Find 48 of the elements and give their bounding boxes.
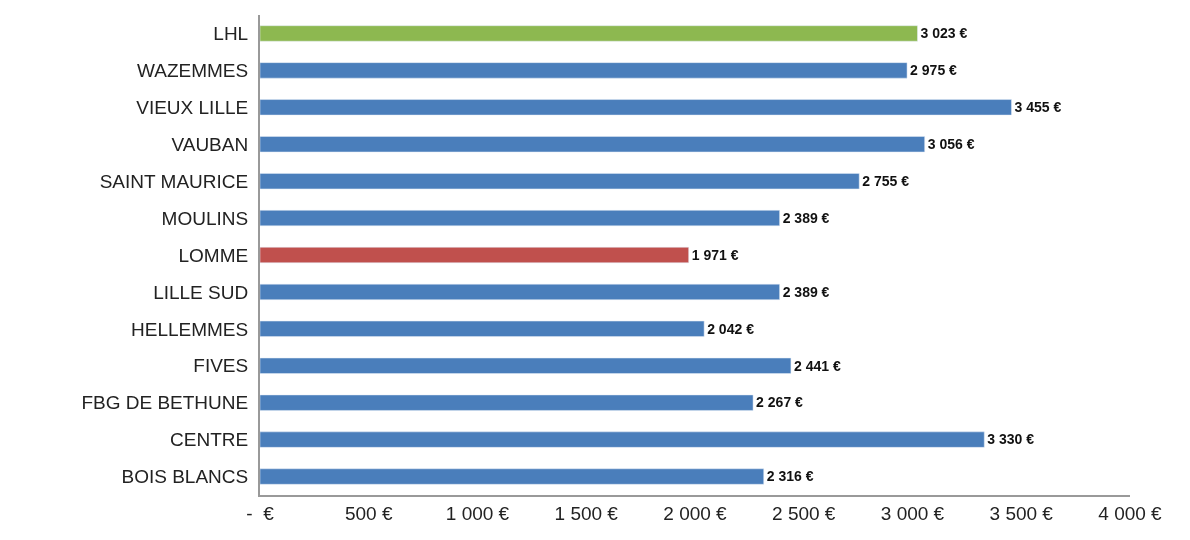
bar [260,357,792,374]
y-tick-label: LILLE SUD [153,281,249,303]
x-tick-label: - € [246,502,275,524]
data-label: 2 042 € [707,320,755,337]
data-label: 2 441 € [793,357,841,374]
bar [260,99,1012,116]
bar [260,136,925,153]
y-tick-label: VIEUX LILLE [136,96,249,118]
data-label: 2 755 € [862,172,910,189]
data-label: 2 267 € [756,394,804,411]
y-tick-label: BOIS BLANCS [121,466,249,488]
x-tick-label: 500 € [344,502,393,524]
x-tick-label: 2 000 € [663,502,728,524]
data-label: 3 023 € [920,25,968,42]
y-tick-label: FIVES [193,355,249,377]
y-tick-label: HELLEMMES [131,318,249,340]
bar [260,62,908,79]
bar [260,283,780,300]
bar [260,210,780,227]
data-label: 3 455 € [1014,99,1062,116]
data-label: 3 056 € [927,136,975,153]
bar [260,394,754,411]
bar [260,320,705,337]
y-tick-label: WAZEMMES [137,60,249,82]
x-tick-label: 1 500 € [554,502,619,524]
y-tick-label: FBG DE BETHUNE [81,392,249,414]
data-label: 2 316 € [766,468,814,485]
data-label: 1 971 € [691,246,739,263]
x-tick-label: 1 000 € [445,502,510,524]
bar [260,247,689,263]
x-tick-label: 3 500 € [989,502,1054,524]
data-label: 2 389 € [782,283,830,300]
data-label: 2 389 € [782,209,830,226]
bar [260,25,918,42]
bar [260,468,764,485]
y-tick-label: SAINT MAURICE [99,170,249,192]
y-tick-label: CENTRE [170,429,249,451]
data-label: 3 330 € [987,431,1035,448]
y-tick-label: LHL [213,23,249,45]
data-label: 2 975 € [910,62,958,79]
x-tick-label: 3 000 € [880,502,945,524]
x-tick-label: 4 000 € [1098,502,1163,524]
y-tick-label: VAUBAN [171,133,249,155]
x-tick-label: 2 500 € [772,502,836,524]
y-tick-label: MOULINS [161,207,249,229]
bar [260,431,985,448]
bar [260,173,860,190]
y-tick-label: LOMME [178,244,249,266]
